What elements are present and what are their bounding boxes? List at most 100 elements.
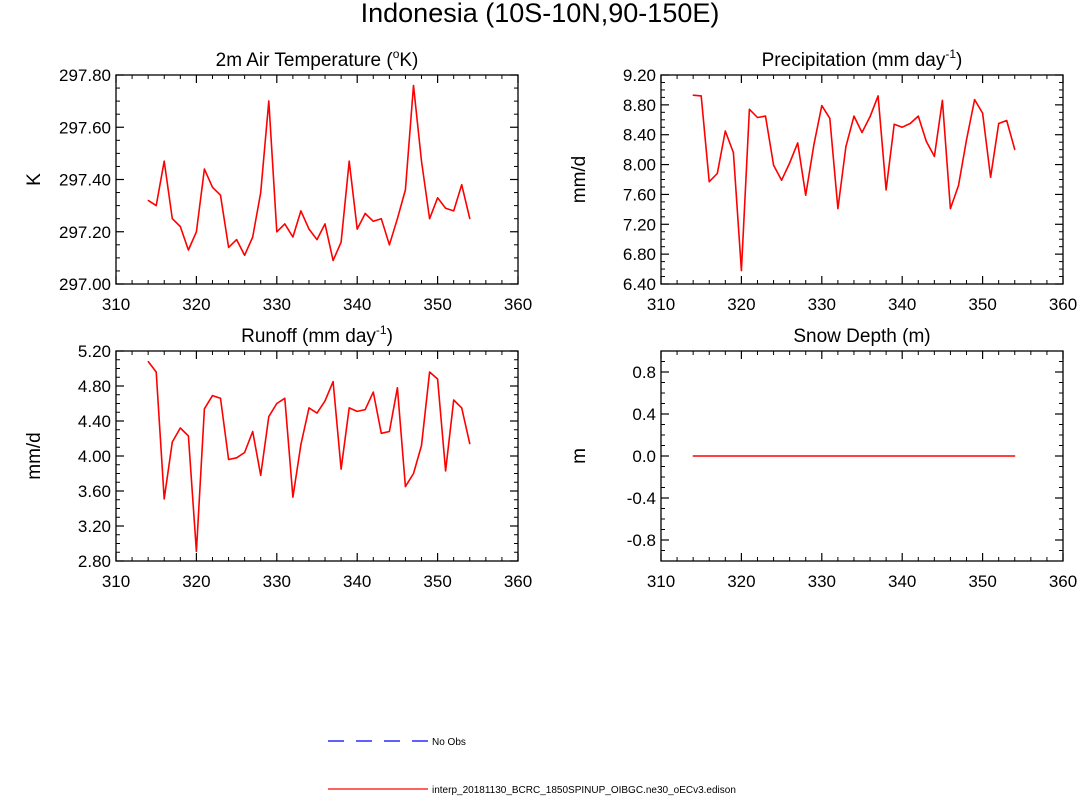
panel-4-point [692,455,694,457]
panel-2-point [893,123,895,125]
panel-2-point [805,194,807,196]
panel-3-xtick-label: 330 [263,572,291,591]
panel-2-point [901,126,903,128]
panel-1-point [300,210,302,212]
panel-2-point [1006,119,1008,122]
panel-2-point [740,269,743,272]
panel-2-point [692,94,694,96]
panel-2-point [732,152,734,154]
panel-3-ytick-label: 2.80 [78,552,111,571]
panel-1-point [260,191,262,194]
panel-3-ytick-label: 3.20 [78,517,111,536]
panel-3-point [469,443,471,445]
panel-1-point [340,241,342,243]
panel-3-point [179,427,181,429]
panel-1-point [236,238,238,241]
panel-1-point [316,238,318,241]
panel-2-point [821,105,823,107]
panel-1-point [284,223,286,225]
panel-2-point [885,189,887,191]
panel-3-point [252,430,254,433]
panel-2-point [965,139,968,141]
panel-3-ytick-label: 4.80 [78,377,111,396]
panel-1-xtick-label: 350 [423,295,451,314]
panel-3-point [219,397,222,399]
panel-2-xtick-label: 350 [968,295,996,314]
panel-3-frame [115,350,519,562]
panel-1-point [437,197,439,199]
panel-1-point [388,244,390,246]
panel-1-point [219,194,222,196]
panel-4-ytick-label: 0.8 [632,363,656,382]
panel-2-ytick-label: 7.60 [623,185,656,204]
legend-obs-label: No Obs [432,737,466,748]
panel-2-title: Precipitation (mm day-1) [762,47,963,71]
panel-3-point [356,410,358,412]
panel-3-point [396,387,398,389]
panel-2-point [724,130,726,132]
panel-2-point [941,99,944,101]
panel-3-point [372,391,374,393]
panel-1-xtick-label: 320 [182,295,210,314]
panel-1-point [461,184,463,186]
panel-1-point [380,218,382,220]
panel-3-point [316,412,318,414]
panel-4-xtick-label: 320 [727,572,755,591]
panel-3-xtick-label: 340 [343,572,371,591]
panel-2-point [837,208,839,210]
panel-1-point [420,160,423,162]
panel-3-point [276,402,278,405]
panel-2-point [973,99,976,101]
panel-3-point [445,470,447,472]
panel-1-point [276,231,278,233]
panel-2-ytick-label: 6.80 [623,245,656,264]
panel-2-ytick-label: 8.80 [623,96,656,115]
panel-3-point [268,416,270,418]
panel-2-point [789,162,791,164]
panel-2-point [700,95,702,97]
panel-2-point [813,144,815,146]
panel-2-point [1014,149,1016,151]
panel-4-ytick-label: -0.8 [627,531,656,550]
panel-1-ytick-label: 297.60 [59,118,111,137]
panel-3-ytick-label: 4.40 [78,412,111,431]
panel-1-ytick-label: 297.40 [59,171,111,190]
legend: No Obs interp_20181130_BCRC_1850SPINUP_O… [328,737,736,796]
panel-3-xtick-label: 360 [504,572,532,591]
panel-1-point [428,218,431,220]
panel-2: Precipitation (mm day-1) mm/d 310 320 330 340… [569,47,1077,314]
panel-3: Runoff (mm day-1) mm/d 310 320 330 340 350 360 2… [24,323,532,591]
panel-1-point [179,225,181,228]
panel-4-ylabel: m [569,448,590,464]
panel-2-xtick-label: 320 [727,295,755,314]
panel-4-point [1014,455,1016,457]
panel-1-xtick-label: 360 [504,295,532,314]
panel-3-xtick-label: 350 [423,572,451,591]
panel-1-series-model [147,84,471,262]
panel-4-xtick-label: 310 [647,572,675,591]
panel-2-point [917,115,919,117]
panel-2-series-model [693,94,1016,272]
panel-3-xtick-label: 320 [182,572,210,591]
panel-2-point [756,116,759,119]
panel-3-point [147,360,149,363]
panel-4-ytick-label: 0.4 [632,405,656,424]
panel-3-point [420,444,423,447]
panel-4-xtick-label: 330 [808,572,836,591]
panel-2-point [772,164,775,166]
panel-1-point [364,212,366,215]
panel-3-point [155,371,157,373]
panel-3-point [340,468,342,470]
panel-1-point [412,84,415,87]
panel-3-point [260,474,262,476]
panel-2-point [877,95,879,97]
panel-1-point [404,189,407,191]
panel-1-point [203,168,206,170]
panel-4-xtick-label: 360 [1049,572,1077,591]
panel-3-ytick-label: 5.20 [78,342,111,361]
panel-2-ytick-label: 8.00 [623,156,656,175]
panel-2-point [909,122,911,125]
panel-1-point [292,236,294,238]
panel-4-ytick-label: 0.0 [632,447,656,466]
